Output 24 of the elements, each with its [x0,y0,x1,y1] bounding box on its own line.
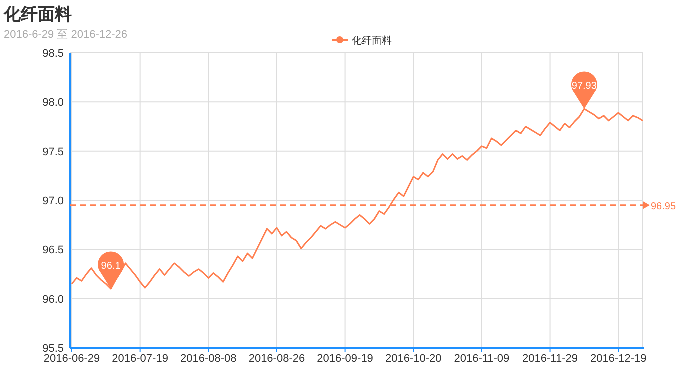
x-tick-label: 2016-06-29 [44,353,100,365]
chart-subtitle: 2016-6-29 至 2016-12-26 [4,29,128,41]
y-tick-label: 97.0 [42,196,64,208]
y-tick-label: 95.5 [42,343,64,355]
x-tick-label: 2016-07-19 [112,353,168,365]
ref-line-label: 96.95 [651,201,676,212]
y-tick-label: 98.5 [42,48,64,60]
x-tick-label: 2016-08-08 [180,353,237,365]
x-tick-label: 2016-08-26 [248,353,306,365]
legend-label: 化纤面料 [352,35,392,47]
x-tick-label: 2016-11-29 [522,353,578,365]
y-tick-label: 97.5 [42,146,64,158]
chart-title: 化纤面料 [3,5,72,24]
annotation: 96.1 [101,261,122,272]
x-tick-label: 2016-12-19 [590,353,647,365]
x-tick-label: 2016-10-20 [385,353,442,365]
legend: 化纤面料 [332,36,392,47]
x-tick-label: 2016-11-09 [454,353,510,365]
line-series [71,108,644,290]
x-tick-label: 2016-09-19 [317,353,374,365]
annotation: 97.93 [572,81,598,92]
y-tick-label: 98.0 [42,97,64,110]
y-tick-label: 96.0 [42,294,64,306]
y-tick-label: 96.5 [42,244,64,257]
